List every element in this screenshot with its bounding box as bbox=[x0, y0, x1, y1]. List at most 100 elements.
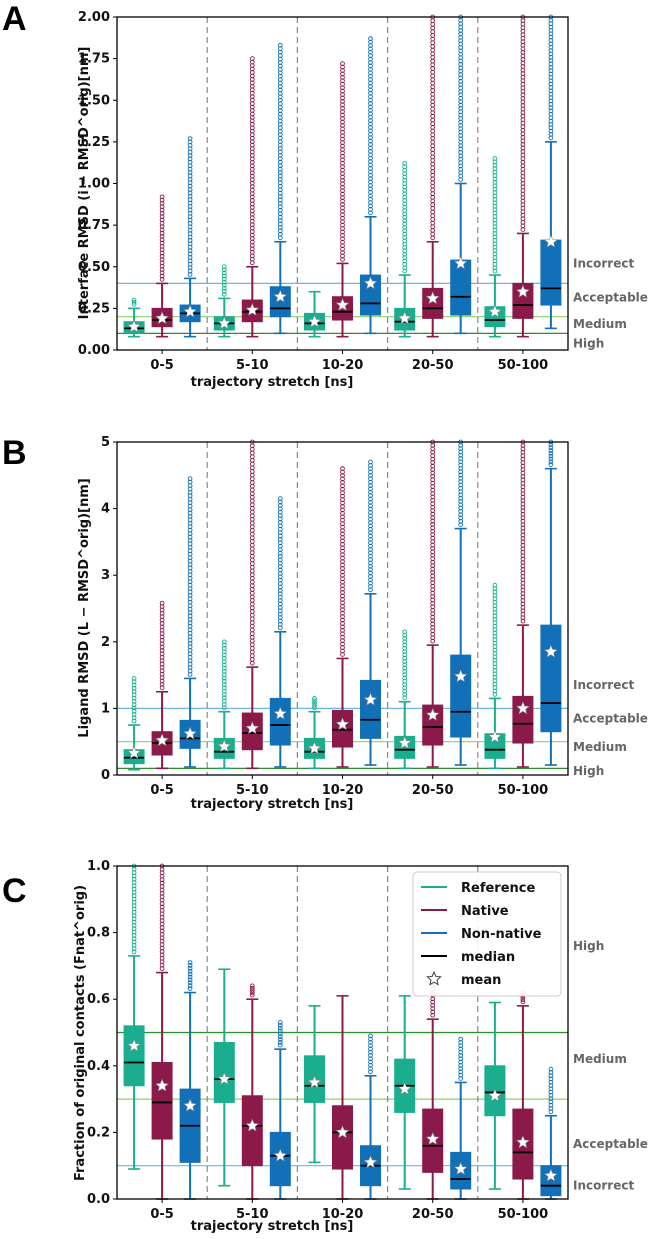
outlier-point bbox=[131, 903, 137, 909]
outlier-point bbox=[221, 652, 227, 658]
outlier-point bbox=[187, 136, 193, 141]
mean-star bbox=[363, 692, 378, 706]
outlier-point bbox=[312, 700, 317, 706]
outlier-point bbox=[159, 214, 165, 219]
outlier-point bbox=[458, 1076, 464, 1081]
outlier-point bbox=[368, 1066, 373, 1071]
box-reference bbox=[123, 1025, 145, 1087]
mean-star bbox=[515, 1135, 530, 1149]
outlier-point bbox=[221, 288, 227, 294]
outlier-point bbox=[340, 61, 345, 66]
outlier-point bbox=[249, 513, 255, 519]
outlier-point bbox=[548, 1076, 554, 1082]
outlier-point bbox=[458, 1059, 464, 1065]
mean-star bbox=[155, 1078, 170, 1092]
outlier-point bbox=[131, 886, 137, 892]
outlier-point bbox=[249, 646, 255, 651]
box-native bbox=[332, 296, 353, 321]
outlier-point bbox=[458, 475, 464, 481]
outlier-point bbox=[131, 715, 137, 721]
outlier-point bbox=[159, 210, 165, 216]
mean-star bbox=[245, 721, 260, 735]
outlier-point bbox=[458, 509, 464, 514]
outlier-point bbox=[221, 639, 227, 645]
outlier-point bbox=[458, 459, 464, 465]
outlier-point bbox=[249, 631, 255, 636]
x-tick-label: 5-10 bbox=[236, 783, 269, 798]
outlier-point bbox=[131, 936, 137, 942]
outlier-point bbox=[402, 665, 408, 671]
outlier-point bbox=[159, 194, 165, 200]
x-tick-label: 10-20 bbox=[322, 1207, 364, 1222]
mean-star bbox=[127, 319, 142, 333]
mean-star bbox=[543, 234, 558, 248]
outlier-point bbox=[548, 1066, 554, 1072]
outlier-point bbox=[458, 1066, 464, 1071]
mean-star bbox=[453, 1161, 468, 1175]
mean-star bbox=[335, 717, 350, 731]
outlier-point bbox=[548, 448, 554, 453]
outlier-point bbox=[458, 1043, 464, 1049]
mean-star bbox=[515, 701, 530, 715]
outlier-point bbox=[249, 583, 255, 589]
mean-star bbox=[307, 741, 322, 755]
outlier-point bbox=[249, 638, 255, 644]
outlier-point bbox=[368, 1046, 373, 1052]
outlier-point bbox=[368, 1033, 373, 1039]
box-native bbox=[332, 709, 353, 748]
panel-b-ylabel: Ligand RMSD (L − RMSD^orig)[nm] bbox=[77, 478, 92, 737]
outlier-point bbox=[131, 682, 137, 688]
x-tick-label: 5-10 bbox=[236, 358, 269, 373]
outlier-point bbox=[458, 512, 464, 518]
outlier-point bbox=[249, 494, 255, 500]
outlier-point bbox=[249, 491, 255, 496]
outlier-point bbox=[221, 682, 227, 688]
y-tick-label: 0.2 bbox=[87, 1125, 110, 1140]
y-tick-label: 4 bbox=[101, 502, 110, 517]
box-non-native bbox=[540, 1165, 562, 1197]
outlier-point bbox=[249, 542, 255, 548]
outlier-point bbox=[249, 627, 255, 633]
box-non-native bbox=[450, 654, 472, 738]
outlier-point bbox=[249, 579, 255, 585]
outlier-point bbox=[249, 546, 255, 552]
outlier-point bbox=[312, 698, 317, 704]
outlier-point bbox=[249, 528, 255, 533]
outlier-point bbox=[131, 712, 137, 717]
outlier-point bbox=[249, 616, 255, 622]
outlier-point bbox=[131, 893, 137, 899]
outlier-point bbox=[548, 1070, 554, 1075]
mean-star bbox=[183, 304, 198, 318]
outlier-point bbox=[249, 557, 255, 563]
mean-star bbox=[363, 276, 378, 290]
panel-a-label: A bbox=[2, 0, 27, 38]
outlier-point bbox=[458, 1063, 464, 1068]
outlier-point bbox=[221, 655, 227, 661]
outlier-point bbox=[249, 601, 255, 607]
outlier-point bbox=[159, 250, 165, 256]
outlier-point bbox=[492, 582, 498, 588]
outlier-point bbox=[458, 1036, 464, 1042]
y-tick-label: 1.00 bbox=[78, 177, 110, 192]
outlier-point bbox=[131, 679, 137, 685]
outlier-point bbox=[249, 605, 255, 611]
outlier-point bbox=[159, 277, 165, 282]
outlier-point bbox=[249, 553, 255, 559]
box-native bbox=[512, 282, 534, 319]
outlier-point bbox=[249, 568, 255, 574]
outlier-point bbox=[131, 685, 137, 691]
outlier-point bbox=[131, 919, 137, 925]
outlier-point bbox=[249, 985, 255, 991]
y-tick-label: 1.75 bbox=[78, 52, 110, 67]
outlier-point bbox=[131, 689, 137, 694]
mean-star bbox=[155, 733, 170, 747]
outlier-point bbox=[402, 629, 408, 635]
outlier-point bbox=[187, 977, 193, 983]
outlier-point bbox=[221, 685, 227, 691]
outlier-point bbox=[221, 649, 227, 655]
box-non-native bbox=[269, 1131, 291, 1187]
outlier-point bbox=[402, 672, 408, 678]
outlier-point bbox=[249, 520, 255, 526]
outlier-point bbox=[187, 960, 193, 965]
mean-star bbox=[543, 1168, 558, 1182]
